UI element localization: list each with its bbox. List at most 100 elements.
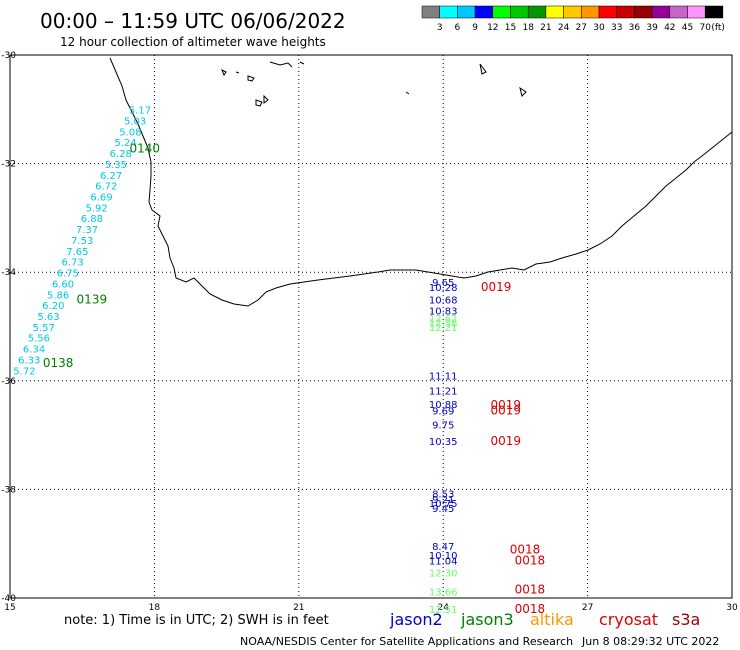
colorbar-swatch	[634, 5, 653, 19]
wave-height-point: 5.03	[124, 117, 146, 128]
colorbar-swatch	[439, 5, 458, 19]
note-text: note: 1) Time is in UTC; 2) SWH is in fe…	[64, 613, 329, 628]
colorbar-label: 36	[629, 23, 641, 33]
y-tick-label: -40	[1, 594, 16, 604]
wave-height-point: 11.04	[429, 556, 458, 567]
wave-height-point: 10.88	[429, 400, 458, 411]
wave-height-point: 12.62	[429, 314, 458, 325]
colorbar-label: 27	[576, 23, 587, 33]
track-label: 0138	[43, 356, 74, 370]
track-labels: 0140013901380019001900190019001800180018…	[43, 142, 545, 616]
wave-height-point: 8.53	[432, 490, 454, 501]
wave-height-point: 6.20	[42, 301, 64, 312]
wave-height-point: 9.45	[432, 504, 454, 515]
colorbar-swatch	[598, 5, 617, 19]
legend-entry: cryosat	[599, 610, 658, 629]
wave-height-point: 6.73	[61, 258, 83, 269]
y-tick-label: -38	[1, 485, 16, 495]
colorbar-label: 9	[472, 23, 478, 33]
track-label: 0140	[129, 142, 160, 156]
credit-text: NOAA/NESDIS Center for Satellite Applica…	[240, 635, 573, 648]
colorbar-label: 24	[558, 23, 570, 33]
wave-height-point: 5.57	[33, 323, 55, 334]
x-tick-label: 24	[437, 603, 449, 613]
wave-height-point: 11.21	[429, 386, 458, 397]
wave-height-point: 5.35	[105, 160, 127, 171]
wave-height-point: 11.11	[429, 372, 458, 383]
track-label: 0018	[515, 553, 546, 567]
track-label: 0018	[515, 583, 546, 597]
colorbar-label: 70	[699, 23, 711, 33]
colorbar-label: 42	[664, 23, 675, 33]
colorbar-swatch	[474, 5, 494, 19]
wave-height-point: 5.63	[37, 312, 59, 323]
wave-height-point: 5.08	[119, 127, 141, 138]
wave-height-point: 6.28	[110, 149, 132, 160]
wave-height-point: 6.33	[18, 355, 40, 366]
colorbar-label: 45	[682, 23, 693, 33]
legend-entry: altika	[530, 610, 574, 629]
colorbar-swatch	[527, 5, 547, 19]
page-subtitle: 12 hour collection of altimeter wave hei…	[60, 35, 326, 49]
colorbar-swatch	[687, 5, 706, 19]
x-tick-label: 30	[726, 603, 738, 613]
colorbar-label: 3	[437, 23, 443, 33]
legend-entry: s3a	[672, 610, 700, 629]
wave-height-point: 10.68	[429, 296, 458, 307]
colorbar-swatch	[704, 5, 724, 19]
track-label: 0019	[490, 403, 521, 417]
timestamp-text: Jun 8 08:29:32 UTC 2022	[581, 635, 719, 648]
wave-height-point: 5.86	[47, 290, 69, 301]
colorbar-label: 15	[505, 23, 516, 33]
wave-height-point: 6.60	[52, 279, 74, 290]
colorbar-swatch	[616, 5, 635, 19]
wave-height-point: 10.75	[429, 499, 458, 510]
wave-height-point: 12.58	[429, 319, 458, 330]
y-tick-label: -30	[1, 51, 16, 61]
colorbar-swatch	[563, 5, 582, 19]
wave-height-point: 9.65	[432, 278, 454, 289]
wave-height-point: 10.35	[429, 437, 458, 448]
wave-height-point: 9.21	[432, 495, 454, 506]
colorbar-label: 39	[646, 23, 658, 33]
legend-entry: jason2	[389, 610, 443, 629]
grid-lines: 15 18 21 24 27 30 -30 -32 -34 -36 -38 -40	[1, 51, 738, 613]
track-label: 0018	[510, 542, 541, 556]
wave-height-point: 12.51	[429, 605, 458, 616]
track-label: 0018	[515, 602, 546, 616]
wave-height-point: 10.83	[429, 307, 458, 318]
wave-height-labels: 5.175.035.085.246.285.356.276.726.695.92…	[13, 106, 457, 617]
wave-height-point: 9.75	[432, 421, 454, 432]
wave-height-point: 6.72	[95, 182, 117, 193]
colorbar-label: 30	[593, 23, 605, 33]
colorbar-swatch	[651, 5, 671, 19]
wave-height-point: 6.69	[90, 193, 112, 204]
colorbar-label: 18	[522, 23, 534, 33]
wave-height-point: 6.34	[23, 345, 45, 356]
wave-height-point: 5.56	[28, 334, 50, 345]
wave-height-point: 5.17	[129, 106, 151, 117]
wave-height-point: 12.21	[429, 323, 458, 334]
track-label: 0019	[481, 280, 512, 294]
x-tick-label: 21	[293, 603, 304, 613]
colorbar-label: 12	[487, 23, 498, 33]
wave-height-point: 6.75	[57, 269, 79, 280]
colorbar-swatch	[492, 5, 511, 19]
colorbar-swatch	[669, 5, 688, 19]
wave-height-point: 5.24	[114, 138, 136, 149]
colorbar: 3 6 9 12 15 18 21 24 27 30 33 36 39 42 45 70 (ft)	[421, 5, 725, 33]
colorbar-swatch	[510, 5, 529, 19]
legend: jason2 jason3 altika cryosat s3a	[389, 610, 700, 629]
colorbar-label: 6	[455, 23, 461, 33]
wave-height-point: 10.28	[429, 283, 458, 294]
colorbar-label: 21	[540, 23, 551, 33]
coastline	[109, 57, 733, 307]
wave-height-point: 5.72	[13, 366, 35, 377]
colorbar-swatch	[457, 5, 476, 19]
wave-height-point: 7.37	[76, 225, 98, 236]
wave-height-point: 8.47	[432, 542, 454, 553]
x-tick-label: 15	[4, 603, 15, 613]
wave-height-point: 12.30	[429, 568, 458, 579]
y-tick-label: -36	[1, 377, 16, 387]
